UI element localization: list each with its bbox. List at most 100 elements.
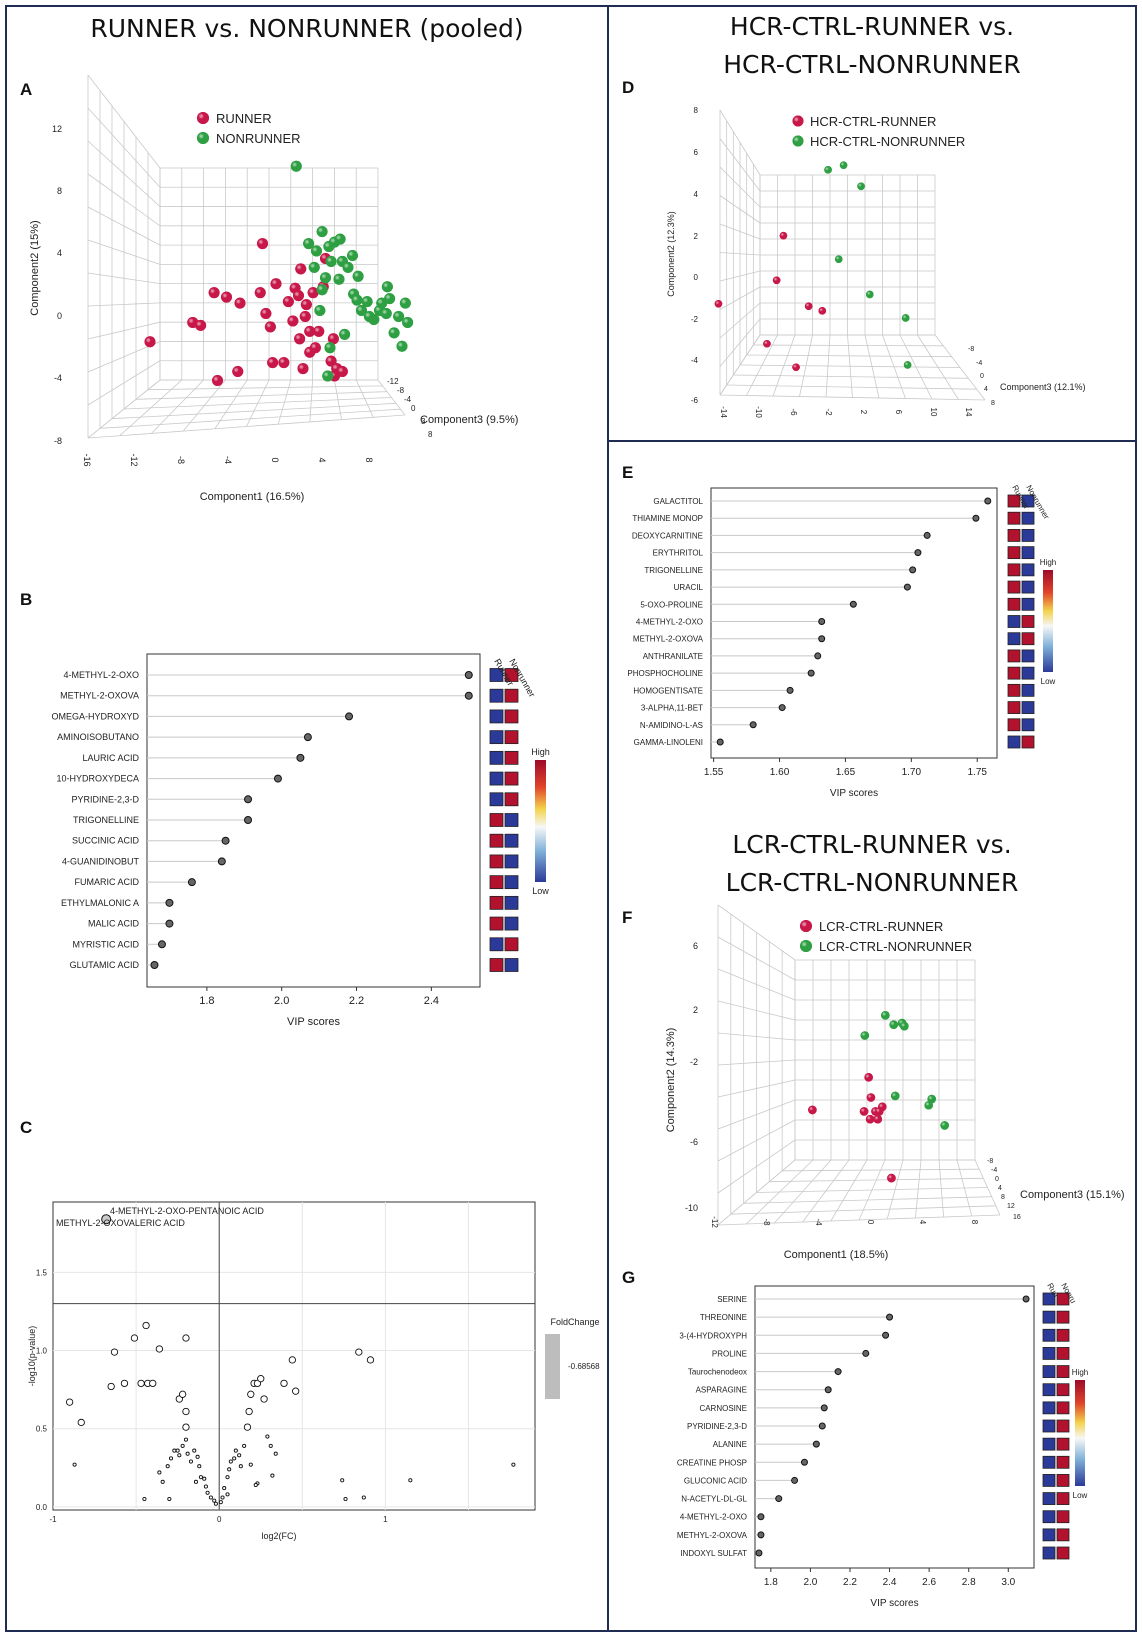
c-x-tick: -1 bbox=[49, 1515, 57, 1524]
f-z-tick: 12 bbox=[1007, 1203, 1015, 1210]
e-category-label: DEOXYCARNITINE bbox=[632, 531, 703, 540]
e-heat-cell-nonrunner bbox=[1021, 666, 1035, 680]
g-heat-cell-nonrunner bbox=[1056, 1310, 1070, 1324]
c-volcano-point bbox=[237, 1453, 242, 1458]
g-vip-point bbox=[800, 1458, 808, 1466]
g-heat-cell-nonrunner bbox=[1056, 1365, 1070, 1378]
c-volcano-point bbox=[270, 1473, 275, 1478]
f-legend-runner-label: LCR-CTRL-RUNNER bbox=[819, 919, 943, 934]
c-volcano-point bbox=[120, 1379, 129, 1388]
c-volcano-point bbox=[247, 1390, 255, 1398]
c-volcano-point bbox=[198, 1475, 203, 1480]
f-z-tick: -8 bbox=[987, 1158, 993, 1165]
b-heat-cell-runner bbox=[489, 895, 504, 910]
g-vip-point bbox=[818, 1422, 826, 1430]
b-heat-cell-nonrunner bbox=[504, 709, 519, 724]
c-volcano-point bbox=[130, 1334, 139, 1342]
b-heat-cell-runner bbox=[489, 792, 504, 807]
c-volcano-point bbox=[203, 1484, 208, 1489]
c-volcano-point bbox=[197, 1464, 202, 1469]
b-x-tick: 1.8 bbox=[199, 995, 214, 1007]
g-category-label: SERINE bbox=[717, 1295, 747, 1304]
g-vip-point bbox=[755, 1549, 763, 1557]
g-heat-cell-runner bbox=[1042, 1292, 1056, 1306]
c-volcano-point bbox=[265, 1434, 270, 1439]
e-vip-point bbox=[818, 618, 826, 625]
c-volcano-point bbox=[72, 1462, 77, 1467]
c-volcano-point bbox=[182, 1423, 190, 1431]
d-y-tick: 4 bbox=[694, 190, 699, 199]
c-volcano-point bbox=[188, 1459, 194, 1464]
c-volcano-point bbox=[195, 1454, 200, 1459]
b-vip-point bbox=[217, 857, 226, 866]
g-heat-cell-nonrunner bbox=[1056, 1510, 1070, 1524]
g-x-tick: 2.4 bbox=[883, 1577, 897, 1588]
g-heat-cell-runner bbox=[1042, 1419, 1056, 1433]
g-heat-cell-runner bbox=[1042, 1455, 1056, 1469]
a-y-tick: -8 bbox=[54, 436, 62, 446]
b-category-label: AMINOISOBUTANO bbox=[57, 732, 139, 742]
left-panel-title: RUNNER vs. NONRUNNER (pooled) bbox=[90, 14, 524, 43]
e-vip-point bbox=[903, 583, 911, 591]
panel-letter-c: C bbox=[20, 1118, 33, 1137]
d-x-tick: -2 bbox=[824, 408, 833, 416]
b-color-legend-bar bbox=[535, 760, 546, 882]
a-y-axis-label: Component2 (15%) bbox=[29, 220, 41, 315]
f-x-tick: 8 bbox=[970, 1220, 979, 1225]
e-category-label: TRIGONELLINE bbox=[644, 566, 703, 575]
b-heat-cell-nonrunner bbox=[504, 750, 519, 765]
e-heat-cell-runner bbox=[1007, 649, 1021, 663]
c-volcano-point bbox=[222, 1486, 227, 1491]
b-category-label: GLUTAMIC ACID bbox=[70, 960, 140, 970]
g-vip-point bbox=[757, 1531, 765, 1539]
e-vip-point bbox=[972, 514, 980, 522]
c-volcano-point bbox=[280, 1379, 288, 1388]
b-heat-cell-nonrunner bbox=[504, 792, 519, 807]
b-category-label: 10-HYDROXYDECA bbox=[56, 774, 139, 784]
b-vip-point bbox=[303, 733, 312, 742]
e-heat-cell-nonrunner bbox=[1021, 494, 1035, 508]
c-volcano-point bbox=[177, 1453, 182, 1458]
f-z-tick: -4 bbox=[991, 1167, 997, 1174]
a-x-tick: 8 bbox=[364, 457, 374, 462]
g-category-label: N-ACETYL-DL-GL bbox=[681, 1495, 747, 1504]
e-category-label: URACIL bbox=[674, 583, 704, 592]
g-heat-cell-runner bbox=[1042, 1546, 1056, 1560]
b-category-label: MYRISTIC ACID bbox=[72, 939, 139, 949]
e-category-label: ERYTHRITOL bbox=[653, 549, 704, 558]
b-heat-cell-runner bbox=[489, 875, 504, 890]
g-category-label: Taurochenodeox bbox=[688, 1368, 747, 1377]
g-x-tick: 2.2 bbox=[843, 1577, 857, 1588]
a-z-tick: 0 bbox=[411, 404, 416, 413]
e-vip-point bbox=[807, 669, 815, 677]
e-heat-cell-runner bbox=[1007, 683, 1021, 697]
c-volcano-point bbox=[185, 1451, 190, 1456]
b-category-label: LAURIC ACID bbox=[82, 753, 139, 763]
b-category-label: 4-GUANIDINOBUT bbox=[62, 856, 140, 866]
b-vip-point bbox=[244, 816, 253, 824]
g-vip-point bbox=[882, 1331, 890, 1339]
e-heat-cell-runner bbox=[1007, 580, 1021, 594]
g-vip-point bbox=[834, 1368, 842, 1376]
c-volcano-point bbox=[101, 1214, 112, 1225]
g-vip-point bbox=[791, 1476, 799, 1484]
d-z-tick: 4 bbox=[984, 386, 988, 393]
c-volcano-point bbox=[228, 1459, 233, 1464]
d-y-tick: -6 bbox=[691, 396, 699, 405]
f-y-tick: -6 bbox=[690, 1137, 698, 1147]
a-x-tick: 4 bbox=[317, 457, 327, 462]
b-category-label: 4-METHYL-2-OXO bbox=[63, 670, 139, 680]
b-category-label: OMEGA-HYDROXYD bbox=[51, 711, 139, 721]
g-x-tick: 1.8 bbox=[764, 1577, 778, 1588]
c-y-tick: 0.5 bbox=[36, 1425, 48, 1434]
c-volcano-point bbox=[268, 1443, 273, 1448]
b-heat-cell-runner bbox=[489, 916, 504, 931]
c-point-label-2: METHYL-2-OXOVALERIC ACID bbox=[56, 1218, 185, 1228]
g-category-label: METHYL-2-OXOVA bbox=[677, 1531, 748, 1540]
c-y-axis-label: -log10(p-value) bbox=[27, 1326, 37, 1387]
c-volcano-point bbox=[175, 1448, 180, 1453]
b-vip-point bbox=[150, 961, 159, 969]
e-x-tick: 1.65 bbox=[836, 767, 856, 778]
a-x-tick: -4 bbox=[223, 456, 233, 464]
g-heat-cell-runner bbox=[1042, 1437, 1056, 1451]
